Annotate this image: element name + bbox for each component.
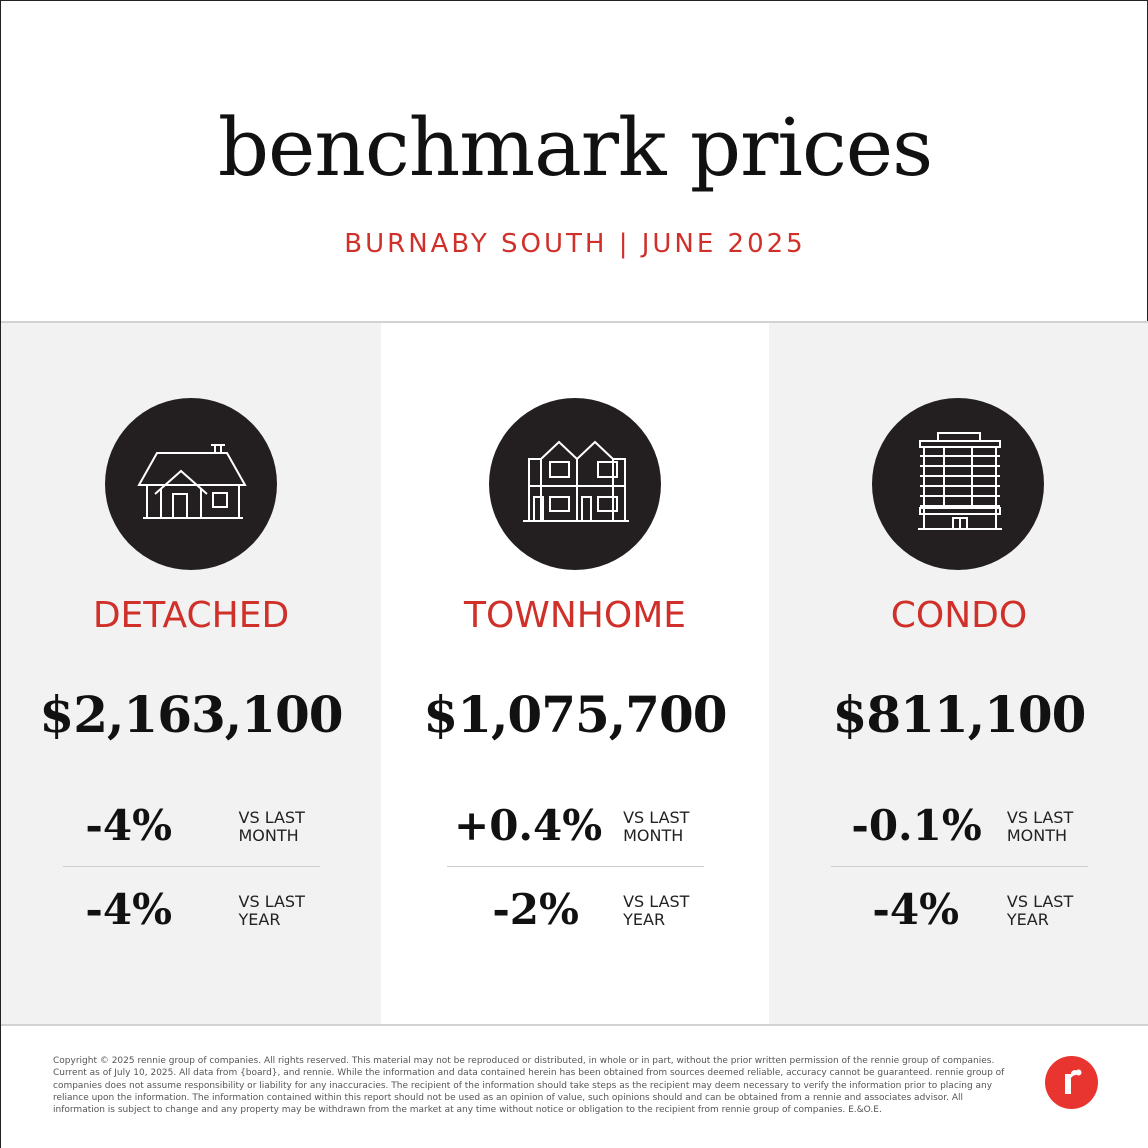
page-title: benchmark prices (217, 101, 933, 194)
year-change-value: -4% (872, 885, 959, 934)
townhome-icon (489, 398, 661, 570)
month-change-row: -0.1% VS LAST MONTH (769, 801, 1148, 861)
page-subtitle: BURNABY SOUTH | JUNE 2025 (344, 229, 806, 259)
property-type-label: CONDO (890, 595, 1028, 636)
property-type-label: TOWNHOME (463, 595, 687, 636)
header: benchmark prices BURNABY SOUTH | JUNE 20… (1, 1, 1148, 323)
month-change-row: -4% VS LAST MONTH (1, 801, 381, 861)
detached-panel: DETACHED $2,163,100 -4% VS LAST MONTH -4%… (1, 323, 381, 1024)
townhome-panel: TOWNHOME $1,075,700 +0.4% VS LAST MONTH -… (381, 323, 769, 1024)
period-text: MONTH (238, 826, 299, 845)
year-change-label: VS LAST YEAR (239, 893, 359, 929)
year-change-value: -4% (85, 885, 172, 934)
detached-house-icon (105, 398, 277, 570)
row-divider (447, 866, 704, 867)
benchmark-price: $811,100 (832, 685, 1087, 744)
month-change-label: VS LAST MONTH (623, 809, 743, 845)
month-change-value: +0.4% (454, 801, 603, 850)
year-change-label: VS LAST YEAR (1007, 893, 1127, 929)
divider (1, 321, 1148, 323)
condo-panel: CONDO $811,100 -0.1% VS LAST MONTH -4% VS… (769, 323, 1148, 1024)
row-divider (831, 866, 1088, 867)
year-change-label: VS LAST YEAR (623, 893, 743, 929)
period-text: YEAR (623, 910, 666, 929)
condo-building-icon (872, 398, 1044, 570)
year-change-row: -4% VS LAST YEAR (769, 885, 1148, 945)
benchmark-price: $1,075,700 (423, 685, 727, 744)
month-change-row: +0.4% VS LAST MONTH (381, 801, 769, 861)
footer: Copyright © 2025 rennie group of compani… (1, 1026, 1148, 1148)
month-change-value: -0.1% (851, 801, 982, 850)
month-change-value: -4% (85, 801, 172, 850)
year-change-value: -2% (492, 885, 579, 934)
divider (1, 1024, 1148, 1026)
rennie-logo-icon (1045, 1056, 1098, 1109)
property-type-label: DETACHED (92, 595, 290, 636)
vs-last-text: VS LAST (623, 808, 690, 827)
vs-last-text: VS LAST (238, 892, 305, 911)
copyright-disclaimer: Copyright © 2025 rennie group of compani… (53, 1056, 1005, 1116)
period-text: MONTH (1006, 826, 1068, 845)
period-text: MONTH (623, 826, 684, 845)
benchmark-price: $2,163,100 (39, 685, 343, 744)
year-change-row: -4% VS LAST YEAR (1, 885, 381, 945)
month-change-label: VS LAST MONTH (1007, 809, 1127, 845)
vs-last-text: VS LAST (1006, 808, 1074, 827)
vs-last-text: VS LAST (1006, 892, 1074, 911)
vs-last-text: VS LAST (238, 808, 305, 827)
period-text: YEAR (238, 910, 281, 929)
year-change-row: -2% VS LAST YEAR (381, 885, 769, 945)
row-divider (63, 866, 320, 867)
month-change-label: VS LAST MONTH (239, 809, 359, 845)
period-text: YEAR (1006, 910, 1049, 929)
vs-last-text: VS LAST (623, 892, 690, 911)
